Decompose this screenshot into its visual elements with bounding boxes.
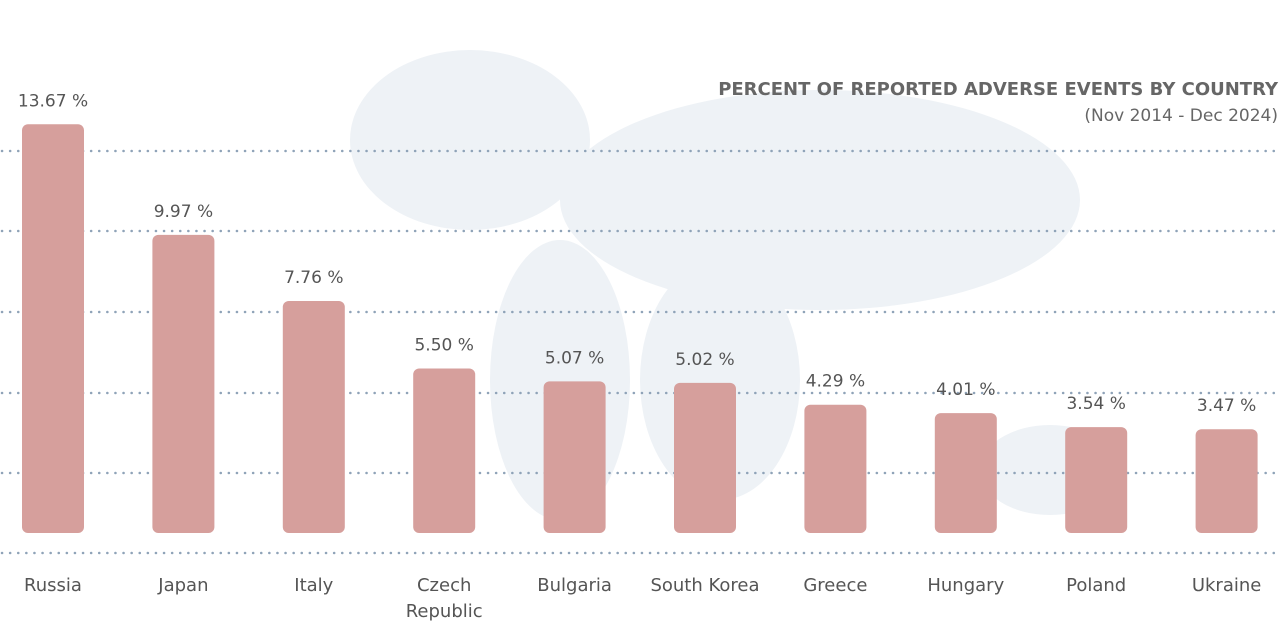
bar [804,404,867,533]
bar [22,124,84,533]
bar [282,300,345,533]
value-label: 5.50 % [414,336,473,356]
value-label: 9.97 % [154,202,213,222]
value-label: 3.54 % [1066,394,1125,414]
value-label: 3.47 % [1197,396,1256,416]
value-label: 5.07 % [545,348,604,368]
x-tick-label: Greece [803,575,868,596]
grid-lines [0,149,1280,555]
value-label: 5.02 % [675,350,734,370]
bar [934,413,997,533]
value-label: 7.76 % [284,268,343,288]
x-tick-label: Russia [24,575,82,596]
bar [543,381,606,533]
bar [1195,429,1258,533]
x-tick-label: Czech Republic [405,575,483,622]
x-tick-label: Poland [1066,575,1127,596]
bar [152,234,215,533]
x-tick-label: Hungary [927,575,1005,596]
bar [674,382,736,533]
value-label: 4.29 % [806,372,865,392]
bar [1065,427,1128,533]
value-label: 13.67 % [18,91,88,111]
chart-subtitle: (Nov 2014 - Dec 2024) [1084,106,1278,126]
chart-title: PERCENT OF REPORTED ADVERSE EVENTS BY CO… [718,79,1279,100]
x-tick-label: Bulgaria [537,575,612,596]
x-tick-label: South Korea [650,575,760,596]
x-tick-label: Japan [158,575,209,596]
value-label: 4.01 % [936,380,995,400]
x-tick-label: Ukraine [1191,575,1262,596]
bar [413,368,476,533]
x-tick-label: Italy [294,575,334,596]
